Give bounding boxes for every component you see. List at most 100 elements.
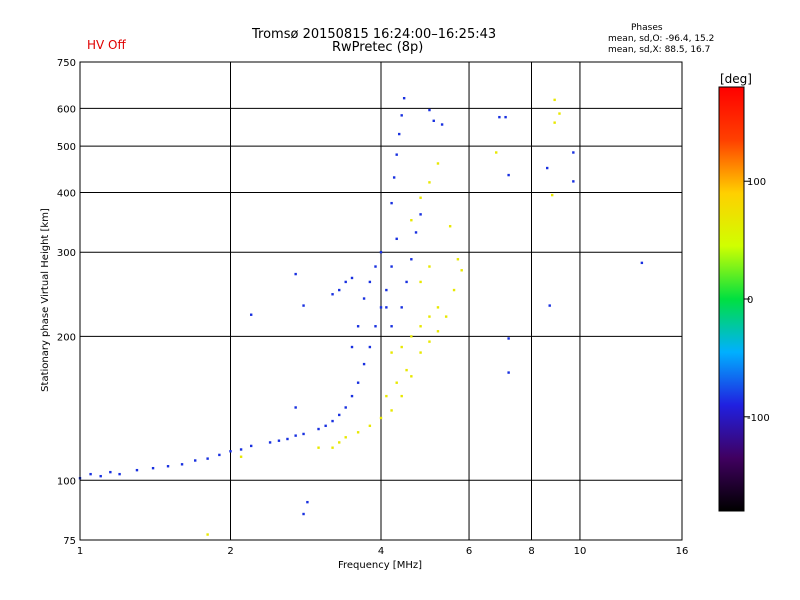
y-tick-label: 100 [57,476,76,487]
data-point [194,459,197,462]
data-point [507,173,510,177]
data-point [390,325,393,328]
data-point [249,444,253,448]
data-point [395,237,398,241]
data-point [362,297,366,300]
data-point [206,533,209,536]
data-point [99,474,102,478]
plot-frame [79,61,683,541]
x-axis-title: Frequency [MHz] [338,560,422,571]
data-point [436,330,440,333]
data-point [239,455,243,458]
y-tick-label: 400 [57,188,76,199]
data-point [440,123,444,126]
data-point [640,261,644,265]
data-point [368,424,372,428]
data-point [118,472,121,476]
data-point [344,436,347,439]
data-point [135,468,139,472]
y-tick-label: 500 [57,142,76,153]
data-point [553,98,556,102]
data-point [338,441,341,444]
data-point [268,441,272,444]
data-point [218,453,221,457]
data-point [428,265,431,268]
data-point [448,225,452,228]
data-point [180,463,184,466]
data-point [206,457,209,460]
data-point [249,313,253,316]
y-tick-labels: 75 100 200 300 400 500 600 750 [57,58,76,547]
colorbar-tick-label: 100 [747,177,766,188]
data-point [572,180,575,183]
y-axis-title: Stationary phase Virtual Height [km] [40,208,51,392]
x-tick-labels: 1 2 4 6 8 10 16 [77,546,689,557]
data-point [229,450,232,453]
data-point [414,231,418,234]
phases-x-stats: mean, sd,X: 88.5, 16.7 [608,45,711,55]
chart-title: Tromsø 20150815 16:24:00–16:25:43 [252,27,497,42]
colorbar-tick-label: -100 [747,413,770,424]
grid [79,61,683,541]
colorbar-ticks: 100 0 -100 [744,177,770,424]
data-point [504,115,507,119]
data-point [294,406,297,409]
data-point [317,446,320,449]
data-point [419,196,422,199]
data-point [507,371,510,374]
data-point [436,162,440,165]
data-point [419,351,422,354]
data-point [350,394,354,398]
y-tick-label: 200 [57,332,76,343]
chart-subtitle: RwPretec (8p) [332,40,424,55]
data-point [356,381,360,384]
data-point [350,276,354,280]
x-tick-label: 1 [77,546,83,557]
y-tick-label: 75 [63,536,76,547]
data-point [410,258,413,261]
data-point [428,340,431,343]
data-point [374,325,377,328]
data-point [385,288,388,292]
data-point [166,465,170,468]
data-point [452,288,456,292]
data-points [78,96,644,536]
data-point [302,512,305,516]
data-point [392,176,396,179]
data-point [553,121,556,124]
data-point [338,288,341,292]
data-point [239,448,243,451]
data-point [498,115,501,119]
x-tick-label: 10 [574,546,587,557]
data-point [428,181,431,184]
colorbar-tick-label: 0 [747,295,753,306]
data-point [419,213,422,216]
data-point [405,280,408,284]
y-tick-label: 600 [57,104,76,115]
x-tick-label: 4 [378,546,384,557]
data-point [306,500,309,504]
data-point [344,280,347,284]
hv-status-label: HV Off [87,38,126,52]
data-point [302,432,305,436]
data-point [286,437,289,441]
data-point [151,466,155,470]
data-point [456,258,460,261]
data-point [546,166,549,170]
data-point [344,406,347,409]
data-point [419,280,422,284]
data-point [428,315,431,318]
data-point [331,446,334,449]
data-point [379,306,383,309]
data-point [368,280,372,284]
data-point [436,306,440,309]
colorbar-label: [deg] [720,72,752,86]
data-point [294,434,297,437]
data-point [368,345,372,349]
data-point [410,219,413,222]
data-point [395,153,398,156]
data-point [548,304,551,307]
data-point [428,108,431,112]
data-point [350,345,354,349]
